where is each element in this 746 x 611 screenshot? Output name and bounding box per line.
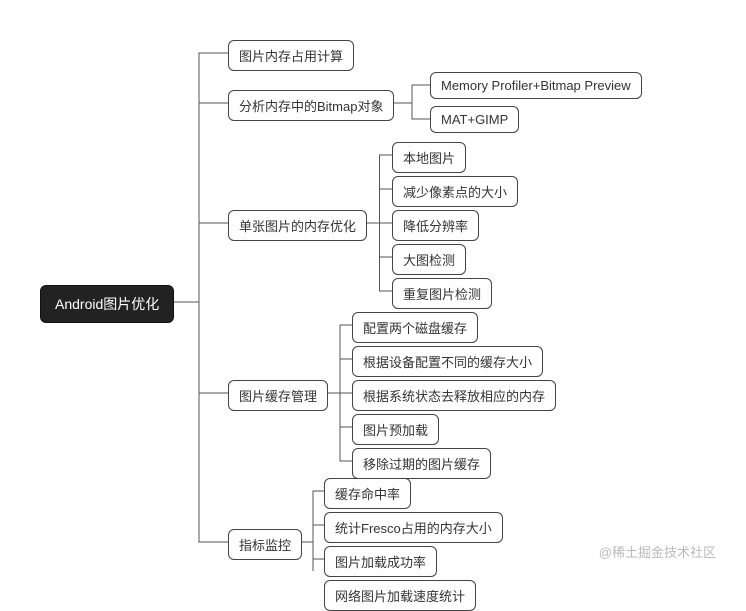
level2-node-4-1: 统计Fresco占用的内存大小 [324,512,503,543]
level1-node-1: 分析内存中的Bitmap对象 [228,90,394,121]
level1-node-3: 图片缓存管理 [228,380,328,411]
level1-node-0: 图片内存占用计算 [228,40,354,71]
level2-node-1-0: Memory Profiler+Bitmap Preview [430,72,642,99]
level2-node-2-2: 降低分辨率 [392,210,479,241]
level2-node-2-1: 减少像素点的大小 [392,176,518,207]
level2-node-4-0: 缓存命中率 [324,478,411,509]
level2-node-3-0: 配置两个磁盘缓存 [352,312,478,343]
level2-node-3-4: 移除过期的图片缓存 [352,448,491,479]
level2-node-3-3: 图片预加载 [352,414,439,445]
watermark: @稀土掘金技术社区 [599,542,716,561]
level2-node-1-1: MAT+GIMP [430,106,519,133]
level2-node-2-3: 大图检测 [392,244,466,275]
level2-node-4-2: 图片加载成功率 [324,546,437,577]
level2-node-3-1: 根据设备配置不同的缓存大小 [352,346,543,377]
level2-node-4-3: 网络图片加载速度统计 [324,580,476,611]
root-node: Android图片优化 [40,285,174,323]
level2-node-3-2: 根据系统状态去释放相应的内存 [352,380,556,411]
mindmap-canvas: Android图片优化 @稀土掘金技术社区 图片内存占用计算分析内存中的Bitm… [20,20,726,571]
level2-node-2-0: 本地图片 [392,142,466,173]
level1-node-2: 单张图片的内存优化 [228,210,367,241]
level2-node-2-4: 重复图片检测 [392,278,492,309]
level1-node-4: 指标监控 [228,529,302,560]
